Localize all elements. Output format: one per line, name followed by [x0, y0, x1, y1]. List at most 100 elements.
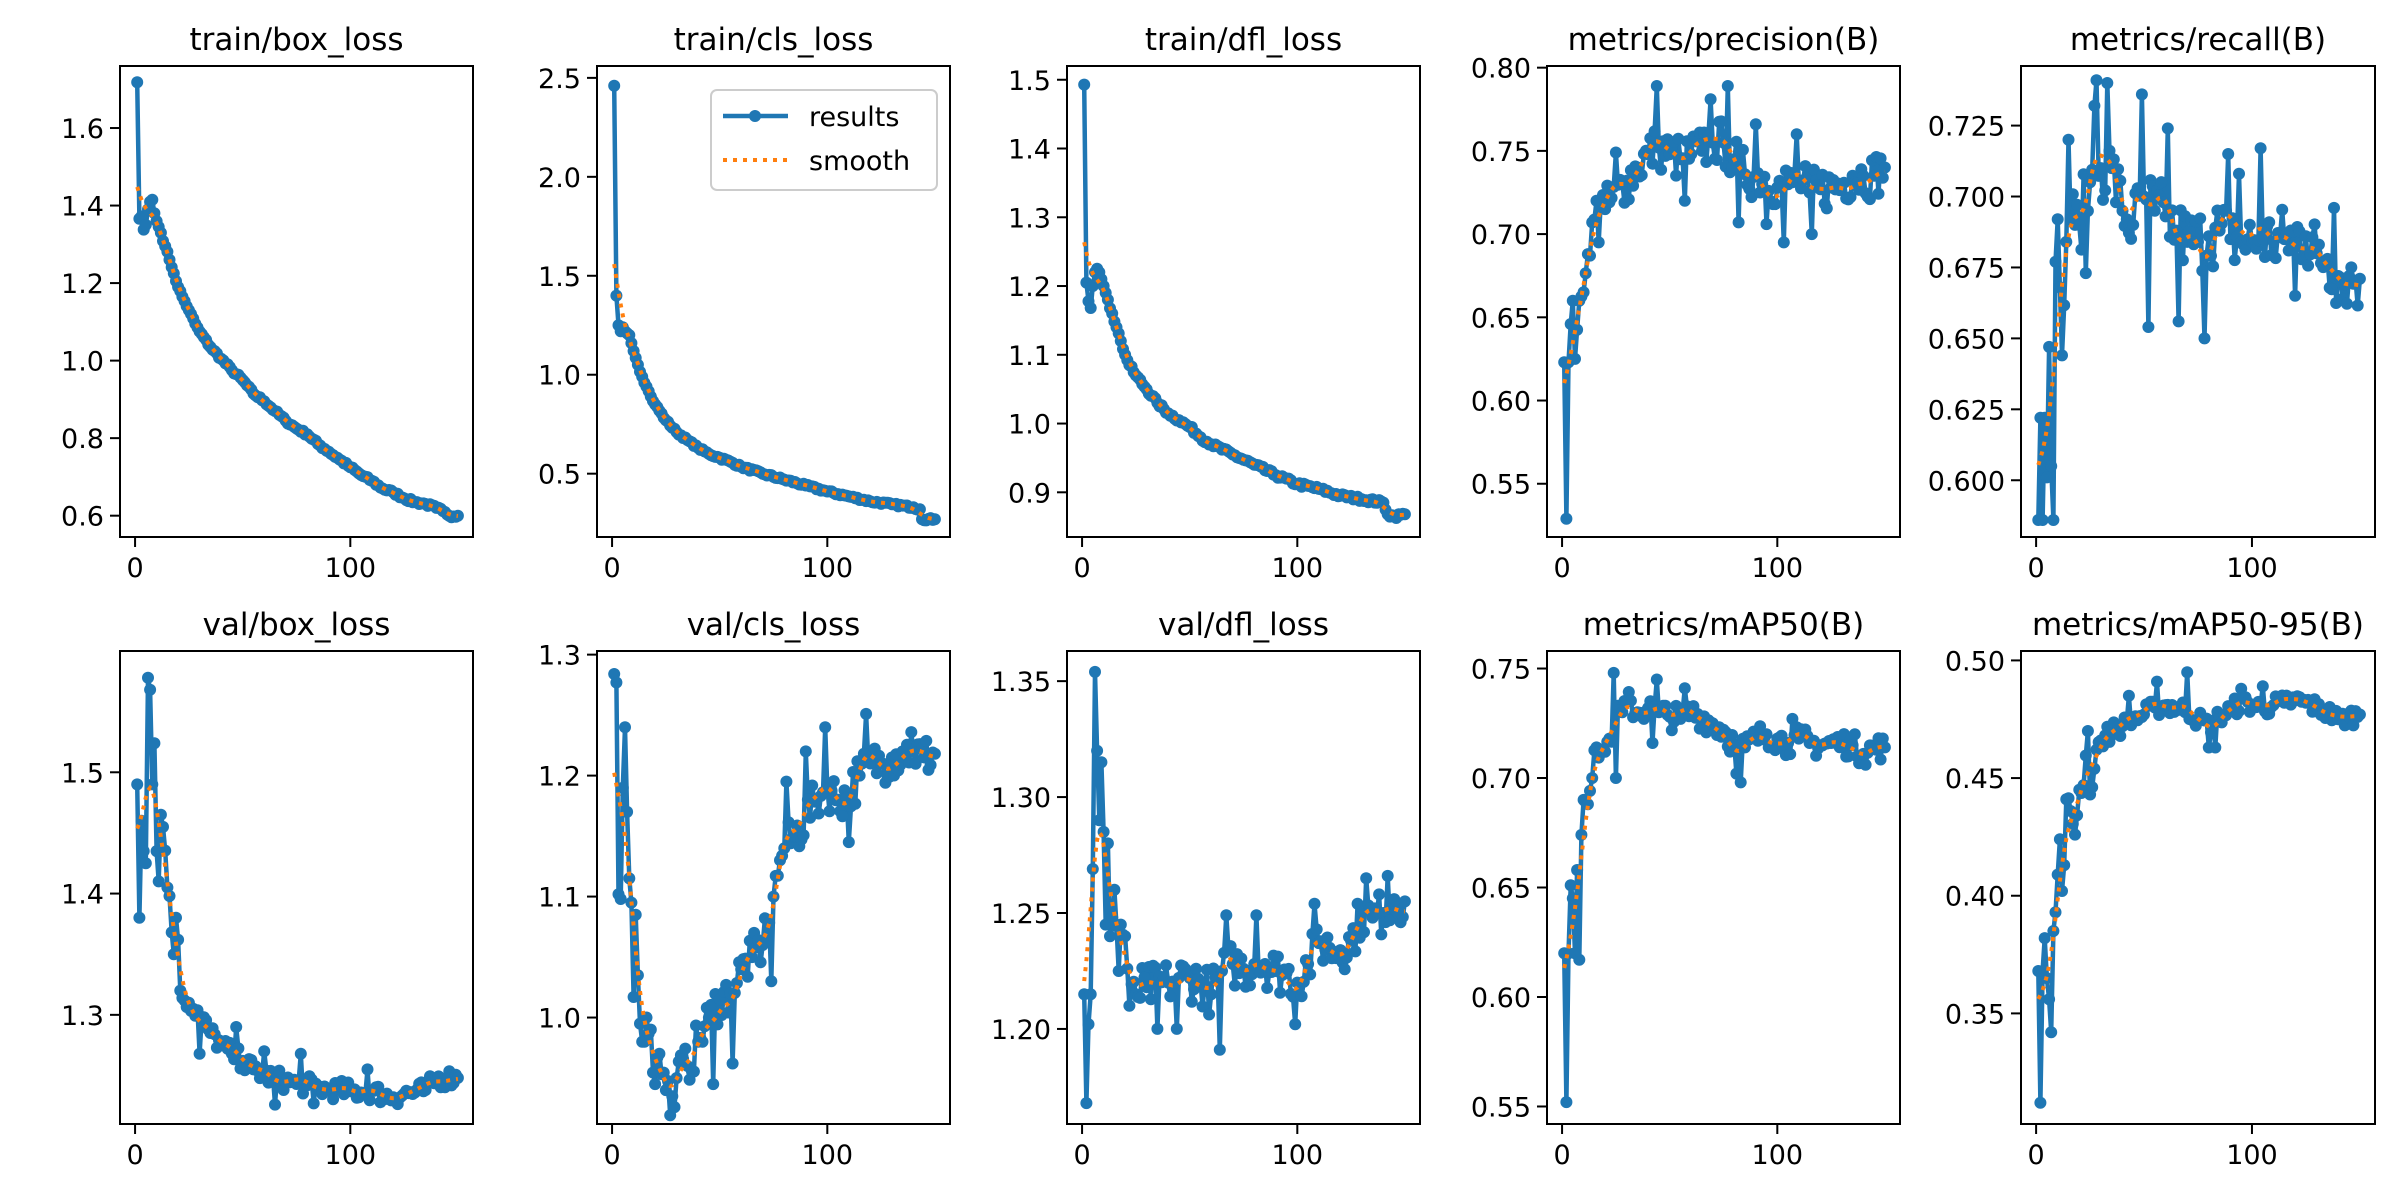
x-tick-label: 0: [2028, 553, 2045, 584]
results-point: [1082, 1018, 1095, 1031]
results-point: [836, 810, 849, 823]
results-point: [2040, 471, 2053, 484]
y-tick-label: 0.55: [1471, 1092, 1531, 1123]
results-point: [1271, 950, 1284, 963]
results-point: [150, 845, 163, 858]
results-point: [2209, 741, 2222, 754]
y-tick-label: 1.4: [61, 880, 104, 911]
results-point: [2207, 260, 2220, 273]
results-point: [2168, 233, 2181, 246]
results-point: [2081, 725, 2094, 737]
results-point: [2110, 196, 2122, 209]
results-point: [1730, 135, 1743, 148]
results-point: [133, 911, 146, 924]
y-tick-label: 1.6: [61, 114, 104, 145]
results-point: [1575, 828, 1588, 841]
results-point: [1089, 665, 1101, 678]
results-point: [2256, 680, 2269, 693]
plot-area: [1078, 78, 1411, 524]
results-point: [1185, 995, 1198, 1008]
results-point: [2036, 514, 2049, 526]
results-point: [1581, 798, 1594, 811]
results-point: [1704, 93, 1717, 106]
subplot-title: train/box_loss: [189, 22, 403, 58]
plot-area: [2032, 666, 2366, 1109]
results-point: [608, 79, 621, 92]
subplot-val-box-loss: val/box_loss 0 100 1.3 1.4 1.5: [61, 607, 474, 1171]
subplot-metrics-map50-b-: metrics/mAP50(B) 0 100 0.55 0.60 0.65 0.70 0.75: [1471, 607, 1901, 1171]
results-point: [763, 916, 776, 929]
smooth-line: [1562, 704, 1886, 969]
smooth-line: [1562, 136, 1886, 384]
results-point: [1646, 737, 1659, 749]
results-point: [1569, 352, 1581, 365]
results-point: [1736, 143, 1749, 156]
results-point: [1224, 940, 1237, 953]
results-point: [1609, 772, 1622, 784]
results-point: [1874, 753, 1887, 766]
results-point: [361, 1063, 374, 1076]
results-point: [666, 1090, 679, 1103]
x-tick-label: 100: [1272, 553, 1324, 584]
axes-frame: [2020, 650, 2376, 1125]
results-point: [780, 775, 793, 788]
results-point: [610, 289, 623, 302]
results-point: [1138, 971, 1151, 984]
y-tick-label: 0.65: [1471, 874, 1531, 905]
results-point: [2081, 204, 2094, 217]
smooth-line: [1082, 241, 1405, 517]
legend-label-smooth: smooth: [809, 146, 910, 177]
subplot-metrics-precision-b-: metrics/precision(B) 0 100 0.55 0.60 0.65 0.70…: [1471, 22, 1901, 584]
results-point: [1749, 118, 1762, 131]
results-point: [870, 767, 883, 780]
results-point: [627, 991, 640, 1003]
axes-frame: [1066, 65, 1421, 538]
results-point: [2071, 198, 2084, 211]
results-point: [2172, 315, 2185, 328]
results-point: [1820, 202, 1833, 215]
x-tick-label: 0: [1553, 553, 1570, 584]
y-tick-label: 1.4: [61, 192, 104, 223]
y-tick-label: 1.3: [538, 641, 581, 672]
results-point: [146, 193, 159, 206]
results-point: [2099, 184, 2112, 197]
results-point: [2088, 99, 2101, 112]
results-point: [2328, 201, 2340, 214]
x-tick-label: 100: [802, 553, 854, 584]
y-tick-label: 1.20: [991, 1015, 1051, 1046]
y-tick-label: 1.3: [1008, 203, 1051, 234]
results-point: [2353, 708, 2366, 721]
results-point: [2060, 235, 2073, 248]
results-point: [2228, 254, 2241, 267]
results-point: [2045, 460, 2058, 473]
results-point: [687, 1065, 700, 1078]
y-tick-label: 1.2: [61, 269, 104, 300]
plot-area: [608, 668, 941, 1122]
y-tick-label: 1.0: [1008, 410, 1051, 441]
results-point: [909, 757, 922, 770]
results-point: [702, 1011, 715, 1024]
results-point: [294, 1047, 307, 1060]
results-point: [2122, 689, 2135, 702]
results-point: [913, 503, 926, 516]
results-point: [649, 1078, 662, 1091]
y-tick-label: 1.5: [61, 758, 104, 789]
smooth-line: [612, 748, 936, 1089]
results-point: [307, 1097, 320, 1110]
results-point: [1760, 218, 1773, 231]
results-point: [799, 745, 812, 758]
results-point: [924, 759, 937, 771]
results-point: [2155, 176, 2168, 189]
results-point: [1848, 728, 1861, 741]
y-tick-label: 0.675: [1928, 253, 2005, 284]
y-tick-label: 1.35: [991, 667, 1051, 698]
results-point: [1696, 144, 1708, 157]
results-point: [1304, 968, 1317, 981]
results-point: [2276, 203, 2289, 216]
results-point: [1381, 869, 1394, 882]
y-tick-label: 1.5: [1008, 66, 1051, 97]
axes-frame: [596, 650, 951, 1125]
x-tick-label: 100: [2226, 1140, 2278, 1171]
results-point: [2045, 1026, 2058, 1039]
results-point: [2058, 299, 2071, 312]
